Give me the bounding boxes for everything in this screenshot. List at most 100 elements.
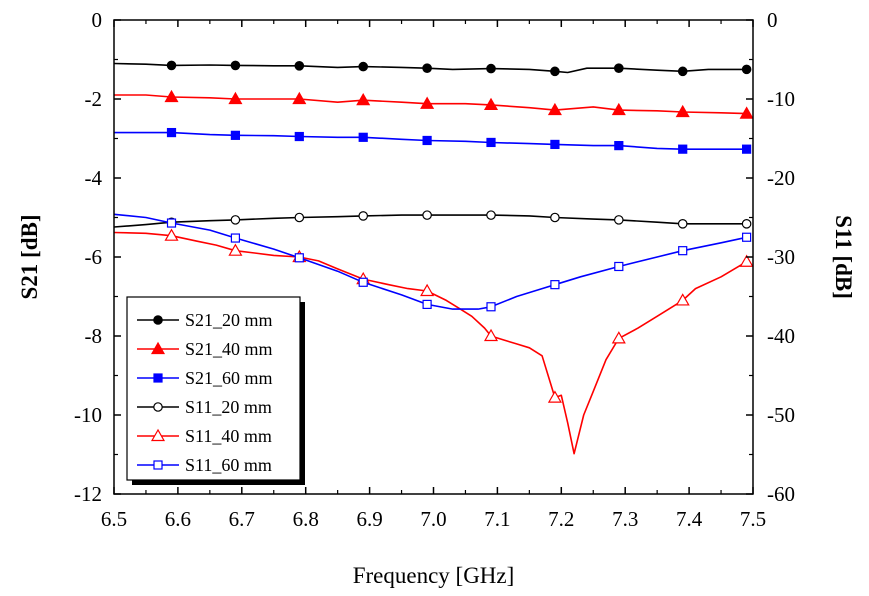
data-point-marker bbox=[550, 212, 560, 223]
y-right-tick-label: 0 bbox=[767, 8, 778, 32]
data-point-marker bbox=[150, 428, 166, 442]
legend-entry-label: S11_60 mm bbox=[185, 455, 272, 475]
y-left-tick-label: -8 bbox=[85, 324, 103, 348]
data-point-marker bbox=[153, 460, 163, 470]
data-point-marker bbox=[164, 89, 179, 103]
data-point-marker bbox=[550, 66, 560, 77]
x-axis-title: Frequency [GHz] bbox=[353, 563, 515, 588]
data-point-marker bbox=[358, 132, 368, 142]
data-point-marker bbox=[422, 63, 432, 73]
series-s21-40-mm bbox=[114, 89, 754, 119]
y-right-tick-label: -60 bbox=[767, 482, 795, 506]
data-point-marker bbox=[422, 210, 432, 220]
data-point-marker bbox=[420, 96, 435, 109]
x-tick-label: 6.9 bbox=[356, 507, 382, 531]
series-layer bbox=[113, 60, 754, 455]
data-point-marker bbox=[420, 283, 435, 297]
data-point-marker bbox=[550, 139, 560, 150]
series-s11-60-mm bbox=[113, 213, 752, 312]
data-point-marker bbox=[150, 341, 166, 355]
data-point-marker bbox=[294, 61, 305, 71]
data-point-marker bbox=[486, 302, 496, 312]
data-point-marker bbox=[547, 390, 562, 403]
data-point-marker bbox=[166, 218, 177, 228]
data-point-marker bbox=[614, 63, 624, 73]
y-right-tick-label: -30 bbox=[767, 245, 795, 269]
series-s11-20-mm bbox=[113, 210, 752, 229]
data-point-marker bbox=[483, 328, 499, 342]
y-right-tick-label: -10 bbox=[767, 87, 795, 111]
data-point-marker bbox=[153, 315, 163, 325]
data-point-marker bbox=[486, 137, 496, 148]
data-point-marker bbox=[547, 102, 562, 116]
ticks-layer: 6.5 6.6 6.7 6.8 6.9 7.0 7.1 7.2 7.3 7.4 7.5 0 -2 -4 -6… bbox=[74, 8, 795, 531]
y-axis-right-title: S11 [dB] bbox=[831, 215, 856, 299]
data-point-marker bbox=[230, 215, 241, 225]
data-point-marker bbox=[742, 144, 752, 154]
legend-entry-label: S11_20 mm bbox=[185, 397, 272, 417]
data-point-marker bbox=[153, 373, 163, 383]
legend-entry-label: S21_40 mm bbox=[185, 339, 273, 359]
x-tick-label: 6.6 bbox=[165, 507, 191, 531]
x-tick-label: 7.2 bbox=[548, 507, 574, 531]
data-point-marker bbox=[153, 402, 163, 412]
data-point-marker bbox=[742, 232, 752, 242]
data-point-marker bbox=[675, 104, 690, 118]
data-point-marker bbox=[611, 331, 626, 344]
legend-entry-label: S11_40 mm bbox=[185, 426, 272, 446]
data-point-marker bbox=[678, 144, 688, 154]
series-s21-60-mm bbox=[114, 127, 752, 154]
legend-entry-label: S21_60 mm bbox=[185, 368, 273, 388]
data-point-marker bbox=[294, 131, 304, 142]
data-point-marker bbox=[294, 212, 305, 223]
data-point-marker bbox=[739, 254, 754, 267]
x-tick-label: 7.3 bbox=[612, 507, 638, 531]
data-point-marker bbox=[614, 261, 624, 272]
data-point-marker bbox=[166, 127, 177, 138]
y-left-tick-label: 0 bbox=[92, 8, 103, 32]
data-point-marker bbox=[677, 66, 688, 77]
data-point-marker bbox=[292, 91, 307, 105]
x-tick-label: 7.0 bbox=[420, 507, 446, 531]
x-tick-label: 7.1 bbox=[484, 507, 510, 531]
data-point-marker bbox=[164, 228, 179, 241]
data-point-marker bbox=[230, 233, 241, 243]
data-point-marker bbox=[677, 219, 688, 229]
y-left-tick-label: -2 bbox=[85, 87, 103, 111]
data-point-marker bbox=[358, 277, 368, 287]
data-point-marker bbox=[228, 243, 243, 256]
data-point-marker bbox=[358, 211, 369, 221]
y-axis-left-title: S21 [dB] bbox=[17, 215, 42, 300]
y-left-tick-label: -6 bbox=[85, 245, 103, 269]
data-point-marker bbox=[422, 135, 432, 146]
y-right-tick-label: -20 bbox=[767, 166, 795, 190]
data-point-marker bbox=[741, 64, 752, 75]
data-point-marker bbox=[486, 210, 496, 220]
y-right-tick-label: -40 bbox=[767, 324, 795, 348]
data-point-marker bbox=[486, 63, 496, 74]
data-point-marker bbox=[230, 60, 241, 71]
data-point-marker bbox=[611, 102, 626, 116]
legend-box bbox=[126, 296, 301, 481]
data-point-marker bbox=[675, 293, 690, 306]
series-s21-20-mm bbox=[113, 60, 752, 77]
data-point-marker bbox=[358, 61, 369, 72]
y-left-tick-label: -10 bbox=[74, 403, 102, 427]
data-point-marker bbox=[614, 215, 624, 225]
data-point-marker bbox=[614, 141, 624, 151]
x-tick-label: 6.8 bbox=[293, 507, 319, 531]
data-point-marker bbox=[356, 92, 371, 106]
data-point-marker bbox=[678, 246, 688, 256]
y-left-tick-label: -4 bbox=[85, 166, 103, 190]
data-point-marker bbox=[483, 97, 499, 111]
series-line bbox=[113, 213, 747, 310]
legend: S21_20 mm S21_40 mm S21_60 mm S11_20 mm S11_… bbox=[126, 296, 305, 485]
data-point-marker bbox=[550, 280, 560, 290]
data-point-marker bbox=[230, 130, 241, 140]
data-point-marker bbox=[739, 106, 754, 119]
legend-entry-label: S21_20 mm bbox=[185, 310, 273, 330]
data-point-marker bbox=[422, 299, 432, 309]
data-point-marker bbox=[228, 91, 243, 105]
data-point-marker bbox=[741, 219, 752, 229]
